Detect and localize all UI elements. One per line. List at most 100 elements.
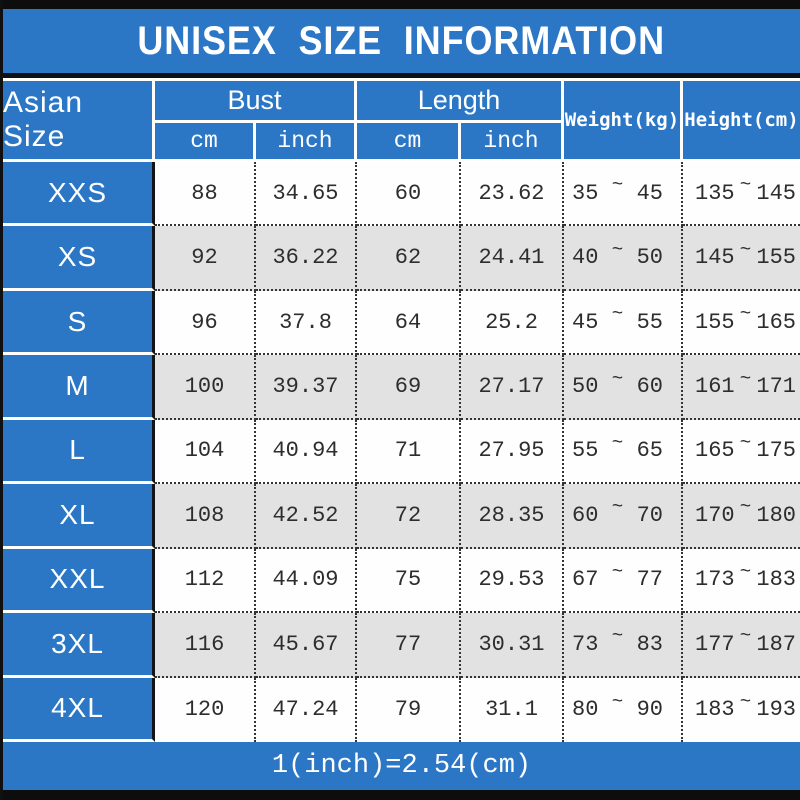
- range-min: 173: [695, 567, 735, 593]
- height-cell: 161 ~171: [683, 355, 800, 420]
- height-cell: 170 ~180: [683, 484, 800, 549]
- range-min: 161: [695, 374, 735, 400]
- table-row: XS 92 36.22 62 24.41 40 ~50 145 ~155: [3, 226, 800, 291]
- size-label: M: [3, 355, 155, 420]
- bust-cm-cell: 104: [155, 419, 256, 485]
- length-cm-cell: 71: [357, 419, 461, 485]
- title-divider: [3, 73, 800, 78]
- tilde: ~: [739, 238, 752, 261]
- size-table-body: XXS 88 34.65 60 23.62 35 ~45 135 ~145 XS 92 36.22 62…: [3, 162, 800, 742]
- length-inch-cell: 28.35: [461, 484, 564, 549]
- range-max: 187: [756, 631, 796, 657]
- bust-inch-cell: 34.65: [256, 162, 357, 227]
- column-header-asian-size: Asian Size: [3, 81, 155, 159]
- length-inch-cell: 30.31: [461, 613, 564, 678]
- column-header-weight: Weight(kg): [564, 81, 683, 159]
- bust-inch-cell: 47.24: [256, 677, 357, 742]
- table-row: M 100 39.37 69 27.17 50 ~60 161 ~171: [3, 355, 800, 420]
- range-min: 73: [572, 631, 599, 657]
- range-max: 77: [636, 567, 663, 593]
- length-inch-cell: 23.62: [461, 162, 564, 227]
- title-band: UNISEX SIZE INFORMATION: [3, 9, 800, 73]
- range-min: 177: [695, 631, 735, 657]
- range-min: 50: [572, 374, 599, 400]
- range-min: 45: [572, 309, 599, 335]
- tilde: ~: [739, 303, 752, 326]
- column-group-bust: Bust: [155, 81, 357, 123]
- range-max: 145: [756, 180, 796, 206]
- range-max: 70: [636, 502, 663, 528]
- size-label: XL: [3, 484, 155, 549]
- conversion-note: 1(inch)=2.54(cm): [271, 751, 532, 781]
- tilde: ~: [739, 625, 752, 648]
- table-row: XXS 88 34.65 60 23.62 35 ~45 135 ~145: [3, 162, 800, 227]
- range-max: 45: [636, 180, 663, 206]
- height-cell: 145 ~155: [683, 226, 800, 291]
- length-inch-cell: 29.53: [461, 548, 564, 614]
- bust-inch-cell: 37.8: [256, 290, 357, 356]
- range-max: 90: [636, 697, 663, 723]
- tilde: ~: [739, 496, 752, 519]
- tilde: ~: [611, 496, 624, 519]
- bust-cm-cell: 112: [155, 548, 256, 614]
- length-cm-cell: 79: [357, 677, 461, 742]
- subheader-length-inch: inch: [461, 123, 564, 159]
- weight-cell: 45 ~55: [564, 290, 683, 356]
- column-group-length: Length: [357, 81, 564, 123]
- footer-band: 1(inch)=2.54(cm): [3, 742, 800, 790]
- range-max: 165: [756, 309, 796, 335]
- length-cm-cell: 72: [357, 484, 461, 549]
- size-label: XS: [3, 226, 155, 291]
- length-inch-cell: 24.41: [461, 226, 564, 291]
- range-min: 35: [572, 180, 599, 206]
- range-min: 67: [572, 567, 599, 593]
- length-cm-cell: 62: [357, 226, 461, 291]
- top-border-bar: [3, 0, 800, 9]
- weight-cell: 40 ~50: [564, 226, 683, 291]
- weight-cell: 55 ~65: [564, 419, 683, 485]
- table-row: 3XL 116 45.67 77 30.31 73 ~83 177 ~187: [3, 613, 800, 678]
- range-max: 55: [636, 309, 663, 335]
- bust-inch-cell: 40.94: [256, 419, 357, 485]
- subheader-bust-inch: inch: [256, 123, 357, 159]
- size-label: XXL: [3, 548, 155, 614]
- tilde: ~: [611, 238, 624, 261]
- tilde: ~: [611, 560, 624, 583]
- range-min: 40: [572, 245, 599, 271]
- length-cm-cell: 60: [357, 162, 461, 227]
- title-divider-highlight: [3, 78, 800, 81]
- height-cell: 177 ~187: [683, 613, 800, 678]
- size-label: S: [3, 290, 155, 356]
- tilde: ~: [739, 560, 752, 583]
- height-cell: 155 ~165: [683, 291, 800, 356]
- tilde: ~: [739, 431, 752, 454]
- range-max: 60: [636, 374, 663, 400]
- table-row: L 104 40.94 71 27.95 55 ~65 165 ~175: [3, 419, 800, 485]
- range-min: 145: [695, 245, 735, 271]
- tilde: ~: [611, 303, 624, 326]
- table-row: 4XL 120 47.24 79 31.1 80 ~90 183 ~193: [3, 677, 800, 742]
- weight-cell: 60 ~70: [564, 484, 683, 549]
- weight-cell: 50 ~60: [564, 355, 683, 420]
- bust-cm-cell: 100: [155, 355, 256, 420]
- length-cm-cell: 75: [357, 548, 461, 614]
- bust-inch-cell: 39.37: [256, 355, 357, 420]
- range-max: 171: [756, 374, 796, 400]
- column-header-height: Height(cm): [684, 109, 799, 131]
- length-cm-cell: 69: [357, 355, 461, 420]
- range-max: 65: [636, 438, 663, 464]
- length-inch-cell: 31.1: [461, 677, 564, 742]
- bust-inch-cell: 36.22: [256, 226, 357, 291]
- range-min: 135: [695, 180, 735, 206]
- range-max: 175: [756, 438, 796, 464]
- range-max: 180: [756, 502, 796, 528]
- size-label: L: [3, 419, 155, 485]
- range-min: 183: [695, 697, 735, 723]
- weight-cell: 35 ~45: [564, 162, 683, 227]
- bust-cm-cell: 108: [155, 484, 256, 549]
- tilde: ~: [611, 367, 624, 390]
- bust-cm-cell: 88: [155, 162, 256, 227]
- tilde: ~: [611, 431, 624, 454]
- length-inch-cell: 27.17: [461, 355, 564, 420]
